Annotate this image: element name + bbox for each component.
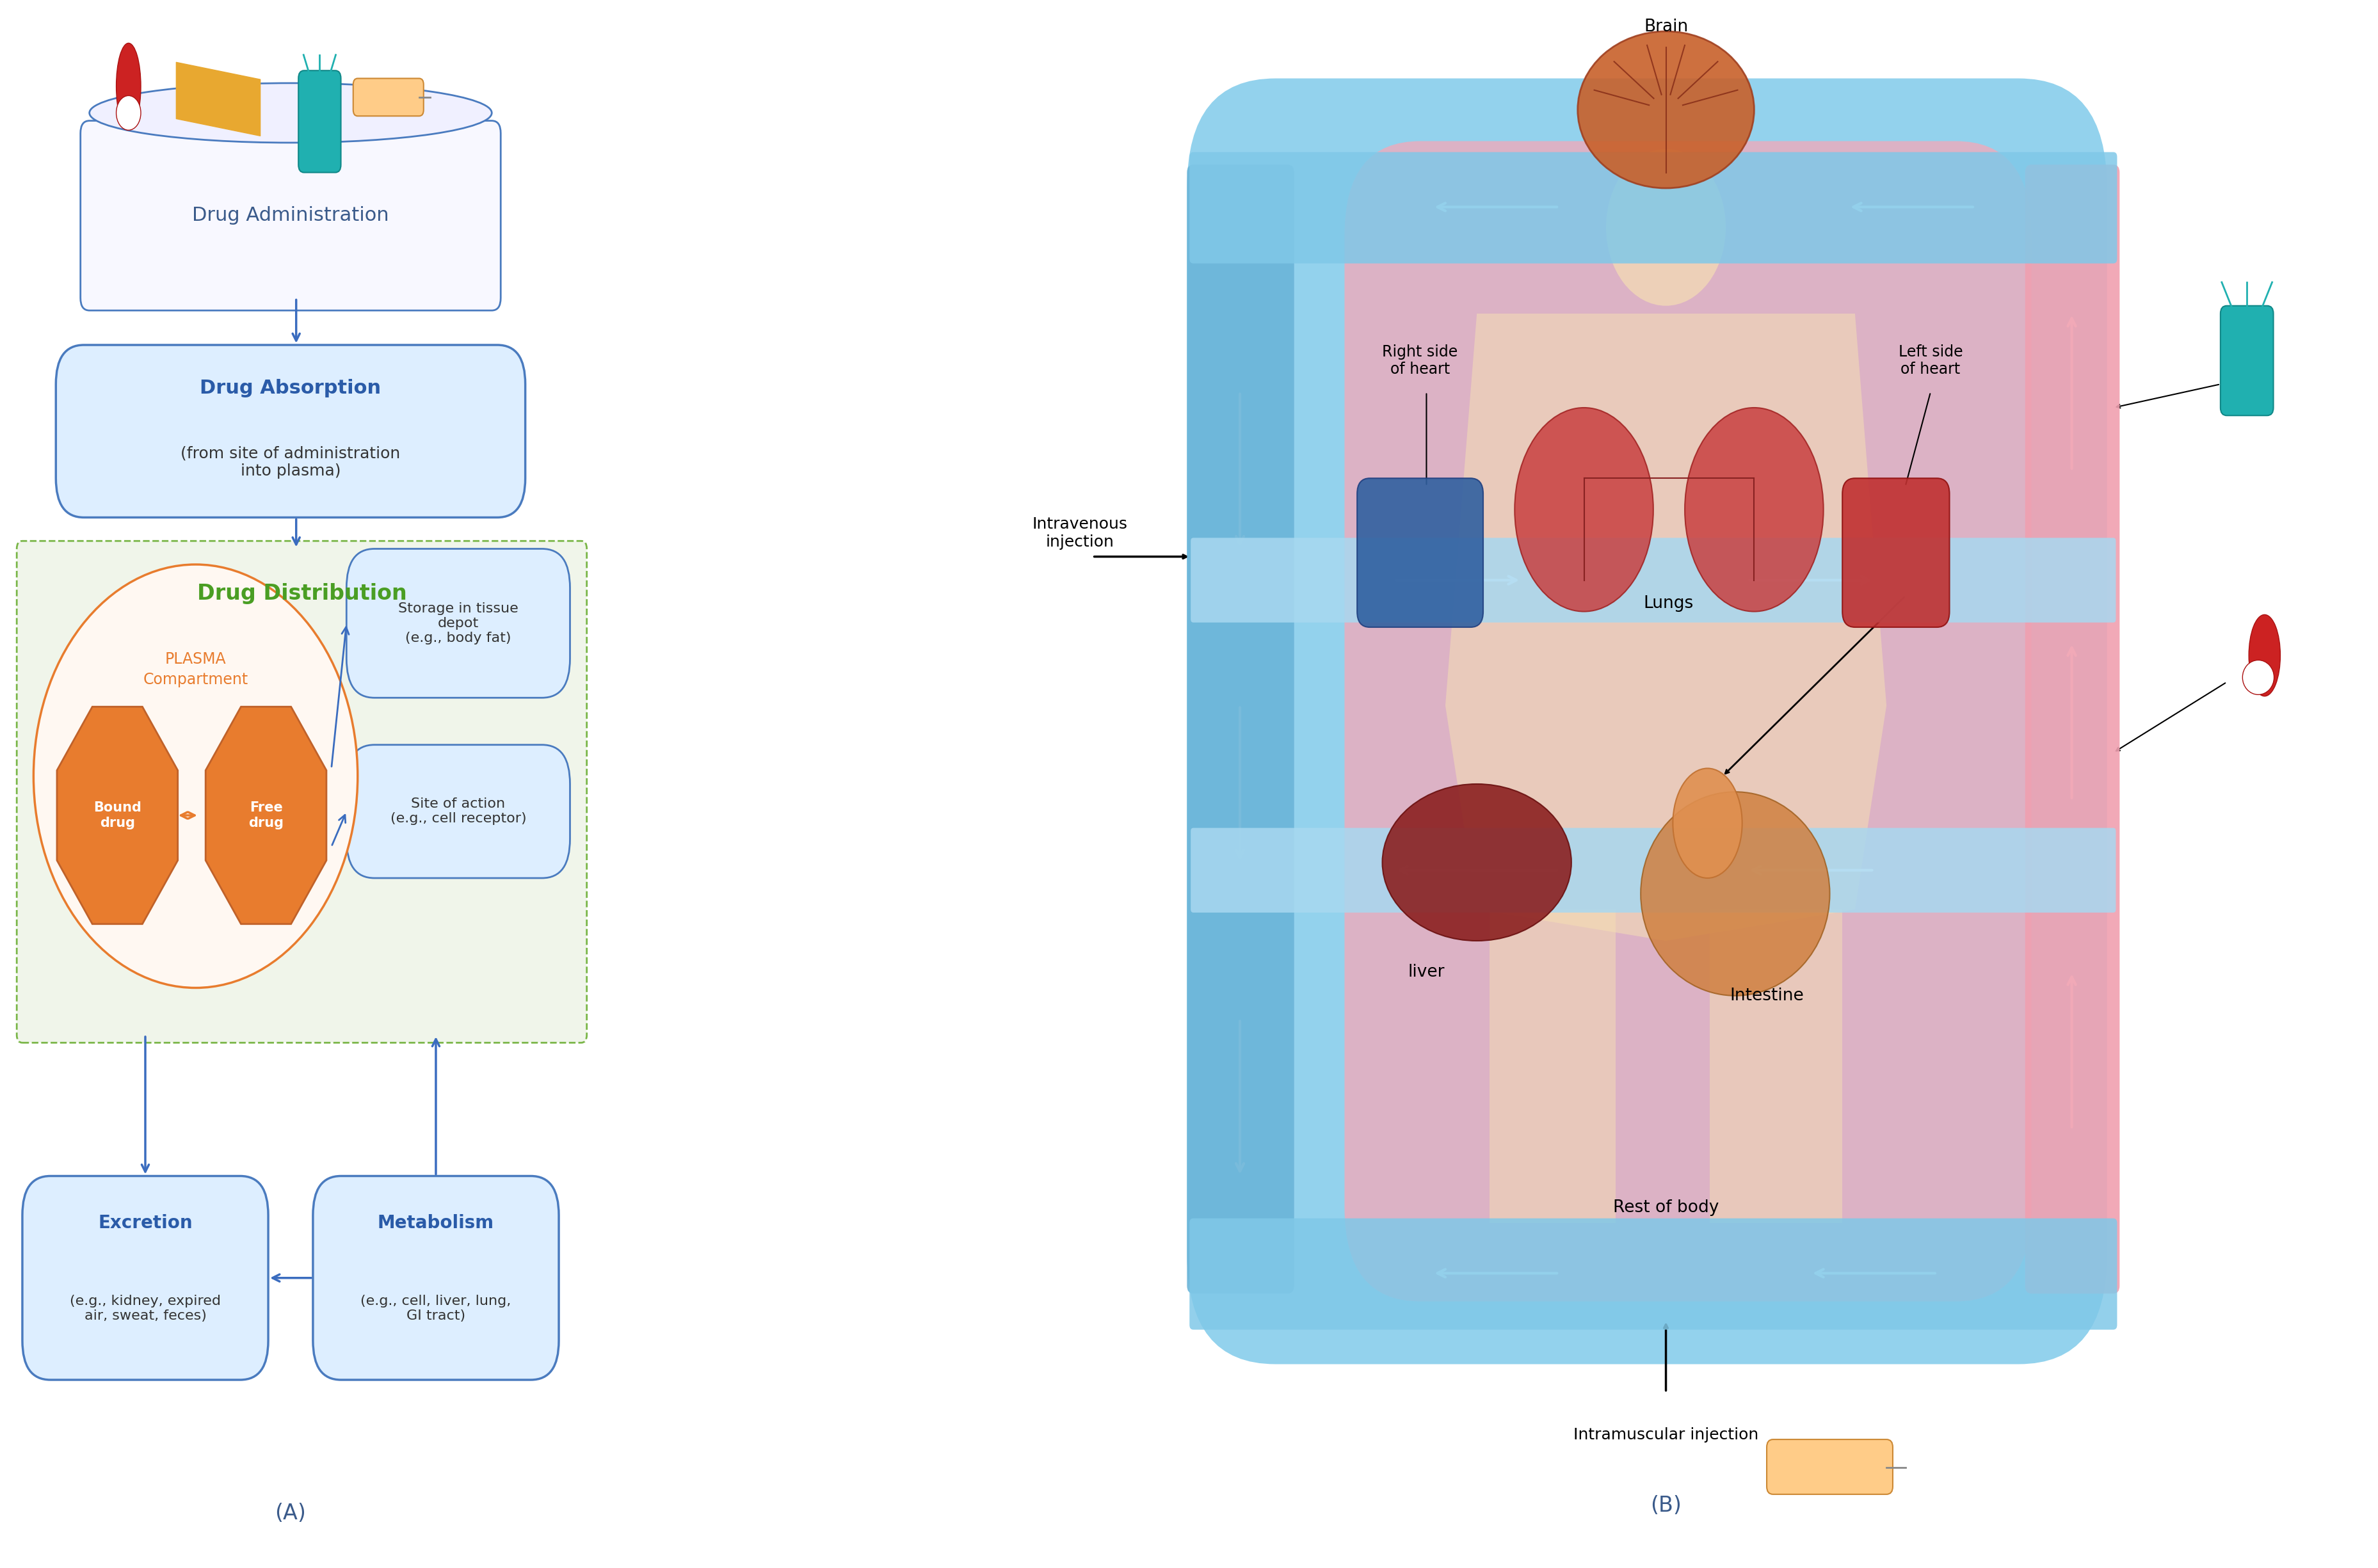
Ellipse shape [1515, 408, 1653, 612]
Ellipse shape [117, 42, 140, 130]
Text: (e.g., cell, liver, lung,
GI tract): (e.g., cell, liver, lung, GI tract) [361, 1295, 511, 1322]
Polygon shape [1446, 314, 1886, 941]
Ellipse shape [90, 83, 492, 143]
FancyBboxPatch shape [347, 549, 571, 698]
Ellipse shape [1684, 408, 1824, 612]
Ellipse shape [1605, 149, 1726, 306]
Polygon shape [1489, 909, 1615, 1223]
Text: Free
drug: Free drug [247, 801, 283, 829]
Ellipse shape [1577, 31, 1755, 188]
Text: Drug Absorption: Drug Absorption [200, 379, 380, 397]
FancyBboxPatch shape [1187, 78, 2107, 1364]
Polygon shape [57, 707, 178, 924]
FancyBboxPatch shape [21, 1176, 269, 1380]
Ellipse shape [2250, 615, 2281, 696]
Ellipse shape [2242, 660, 2273, 695]
Text: Rest of body: Rest of body [1612, 1200, 1719, 1215]
FancyBboxPatch shape [1843, 478, 1950, 627]
FancyBboxPatch shape [1767, 1439, 1893, 1494]
FancyBboxPatch shape [1358, 478, 1484, 627]
Text: Intravenous
injection: Intravenous injection [1032, 516, 1127, 550]
Text: Right side
of heart: Right side of heart [1382, 343, 1458, 378]
FancyBboxPatch shape [81, 121, 502, 310]
Text: Site of action
(e.g., cell receptor): Site of action (e.g., cell receptor) [390, 798, 526, 825]
Ellipse shape [117, 96, 140, 130]
Text: Lungs: Lungs [1643, 596, 1693, 612]
Text: Left side
of heart: Left side of heart [1898, 343, 1962, 378]
FancyBboxPatch shape [314, 1176, 559, 1380]
Ellipse shape [1641, 792, 1829, 996]
FancyBboxPatch shape [1187, 165, 1294, 1294]
Text: liver: liver [1408, 964, 1446, 980]
Polygon shape [205, 707, 326, 924]
FancyBboxPatch shape [57, 345, 526, 517]
Text: Intramuscular injection: Intramuscular injection [1574, 1427, 1757, 1443]
FancyBboxPatch shape [1189, 1218, 2116, 1330]
Ellipse shape [1382, 784, 1572, 941]
FancyBboxPatch shape [2026, 165, 2119, 1294]
Text: Storage in tissue
depot
(e.g., body fat): Storage in tissue depot (e.g., body fat) [397, 602, 518, 644]
Text: (e.g., kidney, expired
air, sweat, feces): (e.g., kidney, expired air, sweat, feces… [69, 1295, 221, 1322]
Text: Drug Administration: Drug Administration [193, 207, 390, 224]
Text: (B): (B) [1650, 1494, 1681, 1516]
FancyBboxPatch shape [994, 539, 1092, 586]
FancyBboxPatch shape [1191, 538, 2116, 622]
FancyBboxPatch shape [297, 71, 340, 172]
Text: Bound
drug: Bound drug [93, 801, 140, 829]
Text: (A): (A) [276, 1502, 307, 1524]
FancyBboxPatch shape [1344, 141, 2031, 1301]
FancyBboxPatch shape [1189, 152, 2116, 263]
Ellipse shape [33, 564, 357, 988]
FancyBboxPatch shape [347, 745, 571, 878]
Text: Drug Distribution: Drug Distribution [197, 583, 407, 604]
Polygon shape [1710, 909, 1843, 1223]
Text: Brain: Brain [1643, 19, 1688, 34]
Text: Metabolism: Metabolism [378, 1214, 495, 1232]
FancyBboxPatch shape [1191, 828, 2116, 913]
FancyBboxPatch shape [2221, 306, 2273, 416]
Text: Excretion: Excretion [97, 1214, 193, 1232]
Text: PLASMA
Compartment: PLASMA Compartment [143, 652, 247, 687]
Text: (from site of administration
into plasma): (from site of administration into plasma… [181, 445, 400, 478]
FancyBboxPatch shape [17, 541, 587, 1043]
Ellipse shape [1672, 768, 1743, 878]
FancyBboxPatch shape [354, 78, 423, 116]
Text: Intestine: Intestine [1729, 988, 1805, 1004]
